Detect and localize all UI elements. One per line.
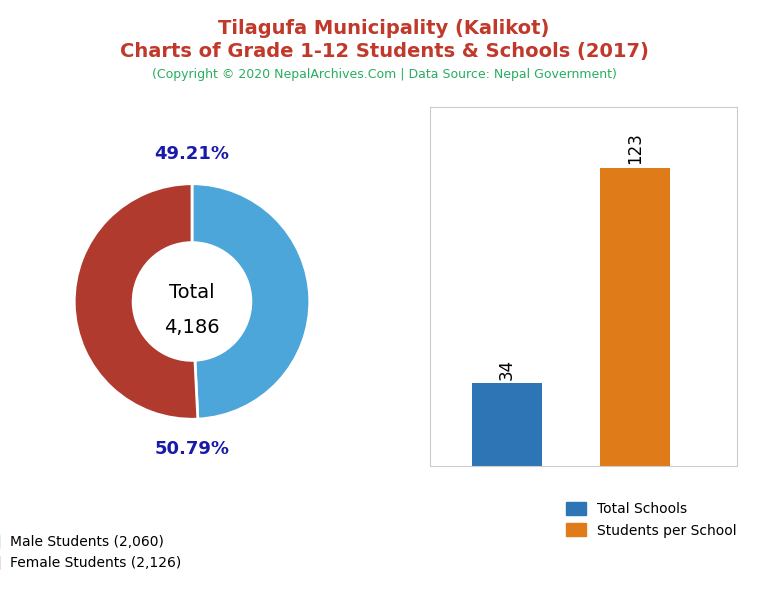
Legend: Total Schools, Students per School: Total Schools, Students per School (566, 502, 737, 537)
Text: (Copyright © 2020 NepalArchives.Com | Data Source: Nepal Government): (Copyright © 2020 NepalArchives.Com | Da… (151, 68, 617, 81)
Legend: Male Students (2,060), Female Students (2,126): Male Students (2,060), Female Students (… (0, 534, 182, 570)
Text: 50.79%: 50.79% (154, 439, 230, 458)
Text: Total: Total (169, 282, 215, 301)
Text: 49.21%: 49.21% (154, 145, 230, 164)
Bar (600, 168, 670, 466)
Text: 4,186: 4,186 (164, 318, 220, 337)
Text: Charts of Grade 1-12 Students & Schools (2017): Charts of Grade 1-12 Students & Schools … (120, 42, 648, 61)
Wedge shape (192, 184, 310, 419)
Bar (472, 383, 542, 466)
Text: 123: 123 (626, 133, 644, 164)
Text: Tilagufa Municipality (Kalikot): Tilagufa Municipality (Kalikot) (218, 19, 550, 38)
Text: 34: 34 (498, 359, 516, 380)
Wedge shape (74, 184, 198, 419)
